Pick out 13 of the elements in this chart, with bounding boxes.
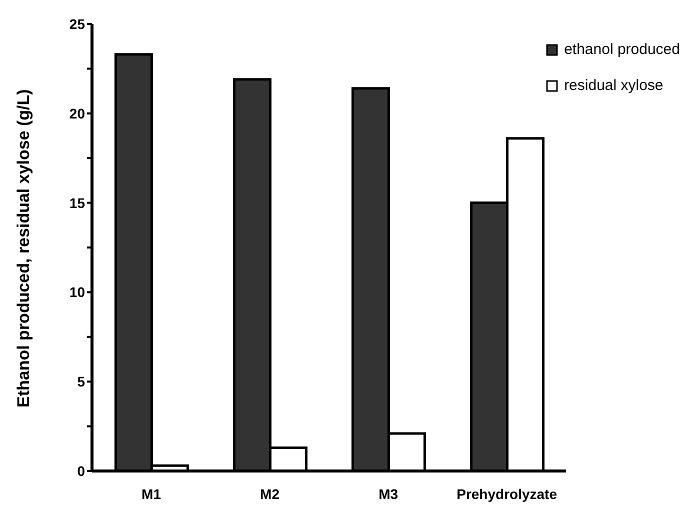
y-tick-label: 15: [69, 194, 86, 211]
y-axis-title: Ethanol produced, residual xylose (g/L): [14, 89, 34, 408]
y-tick-label: 10: [69, 284, 86, 300]
y-tick-label: 0: [77, 462, 86, 479]
y-tick-label: 5: [77, 374, 86, 390]
y-tick-label: 20: [69, 105, 86, 122]
legend-label: residual xylose: [564, 76, 664, 96]
legend-label: ethanol produced: [564, 40, 680, 60]
x-tick-label: M1: [142, 486, 162, 502]
x-tick-label: Prehydrolyzate: [456, 486, 558, 502]
x-tick-label: M3: [378, 486, 398, 502]
y-tick-label: 25: [69, 16, 86, 32]
x-tick-label: M2: [260, 486, 280, 502]
